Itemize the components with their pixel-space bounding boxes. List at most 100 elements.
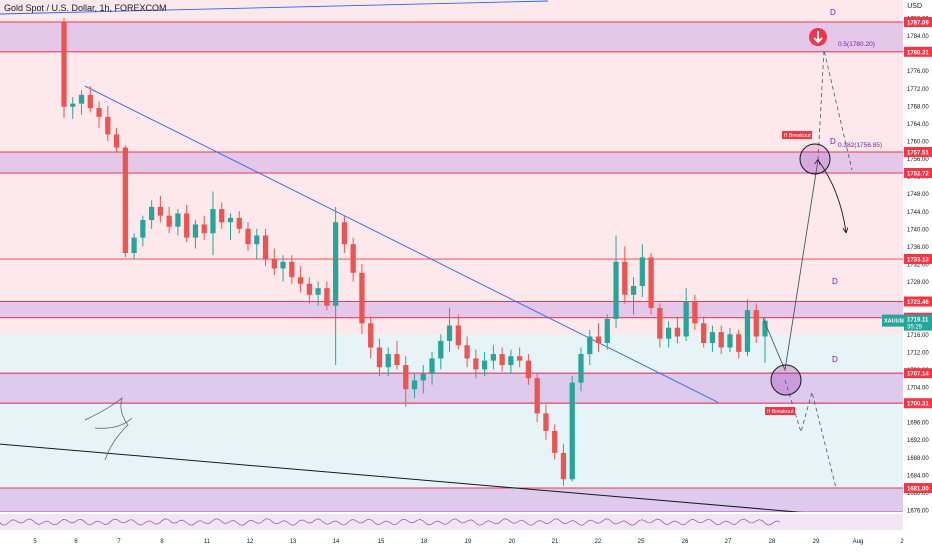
current-price-value: 1719.11 — [907, 318, 929, 324]
price-axis-bg — [903, 0, 932, 550]
candle-body — [96, 108, 102, 117]
x-tick-label: 26 — [682, 539, 689, 545]
candle-body — [481, 360, 488, 370]
y-tick-label: 1732.00 — [907, 263, 929, 269]
x-tick-label: 14 — [333, 539, 340, 545]
projection-layer — [84, 28, 853, 489]
candle-body — [701, 323, 707, 344]
candle-body — [446, 325, 453, 341]
y-tick-label: 1748.00 — [907, 192, 929, 198]
candle-body — [525, 360, 532, 379]
candle-body — [236, 217, 242, 229]
x-tick-label: 21 — [552, 539, 559, 545]
candle-body — [569, 382, 575, 480]
candle-body — [534, 378, 540, 414]
candles-layer — [61, 18, 768, 486]
candle-body — [166, 215, 172, 227]
candle-body — [271, 259, 277, 269]
price-badge-bg — [904, 483, 932, 494]
candle-body — [657, 307, 663, 339]
d-label-2: D — [832, 277, 838, 286]
candle-body — [368, 323, 374, 348]
candle-body — [736, 334, 742, 352]
x-tick-label: 5 — [33, 539, 37, 545]
price-badge-bg — [904, 398, 932, 409]
x-tick-label: 29 — [813, 539, 820, 545]
candle-body — [157, 206, 164, 216]
candle-body — [464, 345, 470, 359]
candle-body — [289, 261, 295, 278]
signature-scribble — [84, 397, 133, 461]
x-tick-label: 27 — [725, 539, 732, 545]
candle-body — [210, 209, 216, 234]
zone-0 — [0, 21, 903, 52]
zone-2 — [0, 301, 903, 318]
candle-body — [438, 340, 444, 359]
descending-trendline — [84, 85, 719, 403]
price-badge-bg — [904, 167, 932, 178]
x-tick-label: 22 — [595, 539, 602, 545]
price-badge-9: 1681.00 — [907, 487, 929, 493]
y-tick-label: 1760.00 — [907, 140, 929, 146]
candle-body — [762, 320, 768, 337]
candle-body — [175, 213, 181, 227]
zone-3 — [0, 373, 903, 404]
candle-body — [753, 310, 759, 337]
chart-title: Gold Spot / U.S. Dollar, 1h, FOREXCOM — [4, 3, 167, 13]
y-tick-label: 1776.00 — [907, 69, 929, 75]
candle-body — [376, 347, 383, 368]
y-tick-label: 1736.00 — [907, 245, 929, 251]
background-layer — [0, 0, 903, 512]
candle-body — [87, 94, 93, 109]
x-tick-label: 2 — [900, 539, 904, 545]
y-tick-label: 1712.00 — [907, 350, 929, 356]
x-tick-label: 13 — [290, 539, 297, 545]
candle-body — [674, 327, 681, 337]
candle-body — [595, 336, 602, 344]
fib-05-label: 0.5(1780.20) — [838, 41, 875, 48]
x-tick-label: Aug — [853, 539, 864, 545]
candle-body — [543, 413, 549, 431]
candle-body — [385, 354, 391, 368]
price-badge-bg — [904, 254, 932, 265]
candle-body — [639, 257, 645, 286]
candle-body — [113, 134, 120, 148]
candle-body — [254, 235, 260, 245]
candle-body — [192, 224, 199, 238]
price-badge-8: 1700.31 — [907, 402, 929, 408]
candle-body — [122, 147, 128, 254]
y-tick-label: 1768.00 — [907, 104, 929, 110]
candle-body — [665, 327, 672, 339]
price-badge-1: 1780.31 — [907, 50, 929, 56]
candle-body — [455, 325, 461, 346]
fib-0382-label: 0.382(1756.85) — [838, 142, 882, 149]
x-tick-label: 25 — [638, 539, 645, 545]
candle-body — [201, 224, 207, 234]
upper-trendline — [0, 0, 549, 15]
y-tick-label: 1688.00 — [907, 456, 929, 462]
y-tick-label: 1784.00 — [907, 34, 929, 40]
price-badge-bg — [904, 16, 932, 27]
support-trendline — [0, 443, 904, 522]
x-tick-label: 12 — [247, 539, 254, 545]
breakout-up-bg — [782, 131, 812, 139]
lower-background — [0, 334, 903, 512]
candle-body — [692, 301, 698, 324]
y-tick-label: 1716.00 — [907, 333, 929, 339]
candle-body — [473, 358, 479, 370]
zone-4 — [0, 488, 903, 512]
candle-body — [359, 272, 365, 324]
projection-path-up — [762, 160, 818, 372]
x-tick-label: 11 — [204, 539, 211, 545]
price-badge-5: 1723.46 — [907, 300, 929, 306]
candle-body — [227, 217, 234, 223]
y-tick-label: 1692.00 — [907, 438, 929, 444]
x-tick-label: 20 — [509, 539, 516, 545]
breakout-down-bg — [765, 407, 795, 415]
candle-body — [140, 220, 146, 238]
candle-body — [350, 244, 356, 273]
candle-body — [683, 301, 689, 337]
